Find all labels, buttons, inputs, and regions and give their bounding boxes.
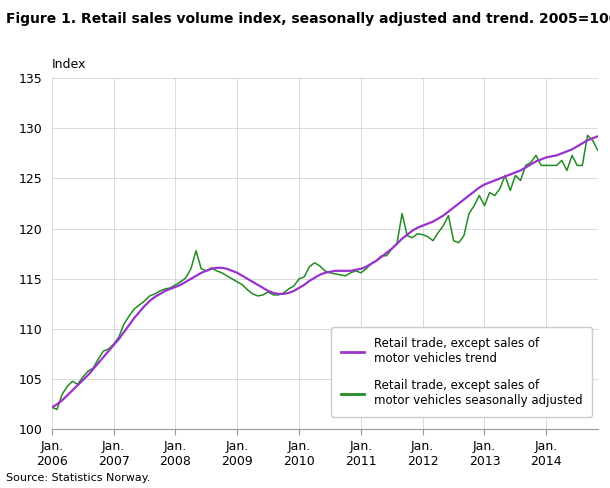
Text: Index: Index	[52, 58, 86, 71]
Legend: Retail trade, except sales of
motor vehicles trend, Retail trade, except sales o: Retail trade, except sales of motor vehi…	[331, 327, 592, 417]
Text: Source: Statistics Norway.: Source: Statistics Norway.	[6, 473, 151, 483]
Text: Figure 1. Retail sales volume index, seasonally adjusted and trend. 2005=100: Figure 1. Retail sales volume index, sea…	[6, 12, 610, 26]
